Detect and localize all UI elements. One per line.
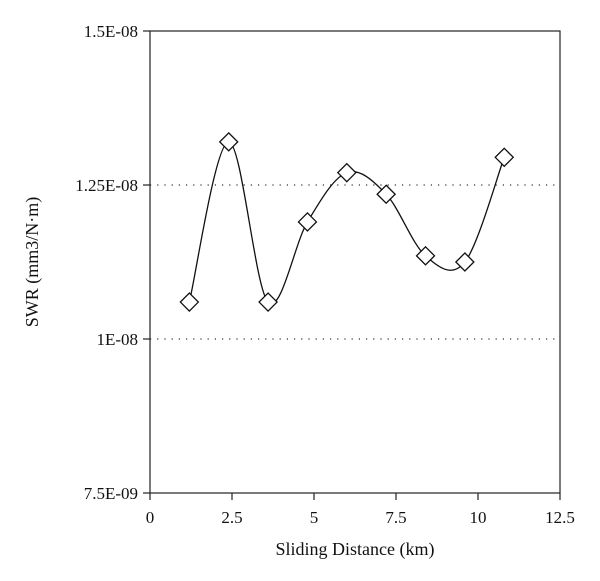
x-tick-label: 2.5 (221, 508, 242, 527)
y-tick-label: 7.5E-09 (84, 484, 138, 503)
x-tick-label: 5 (310, 508, 319, 527)
y-axis-title: SWR (mm3/N·m) (22, 197, 43, 328)
data-point (336, 162, 357, 183)
data-point (494, 147, 515, 168)
x-tick-label: 0 (146, 508, 155, 527)
x-tick-label: 10 (470, 508, 487, 527)
x-tick-label: 7.5 (385, 508, 406, 527)
x-axis-title: Sliding Distance (km) (276, 539, 435, 560)
x-tick-label: 12.5 (545, 508, 575, 527)
data-point (297, 212, 318, 232)
y-tick-label: 1.5E-08 (84, 22, 138, 41)
y-tick-label: 1E-08 (96, 330, 138, 349)
data-point (179, 292, 200, 312)
data-point (376, 184, 397, 205)
axis-ticks (143, 30, 561, 500)
data-point (258, 292, 278, 312)
data-point (218, 131, 239, 152)
y-tick-label: 1.25E-08 (75, 176, 138, 195)
data-points (179, 131, 515, 312)
grid-lines (150, 184, 560, 340)
data-point (415, 245, 436, 266)
data-point (454, 252, 475, 272)
tick-labels: 0 2.5 5 7.5 10 12.5 7.5E-09 1E-08 1.25E-08 1.5E-0… (75, 22, 575, 527)
plot-area-frame (149, 30, 561, 494)
